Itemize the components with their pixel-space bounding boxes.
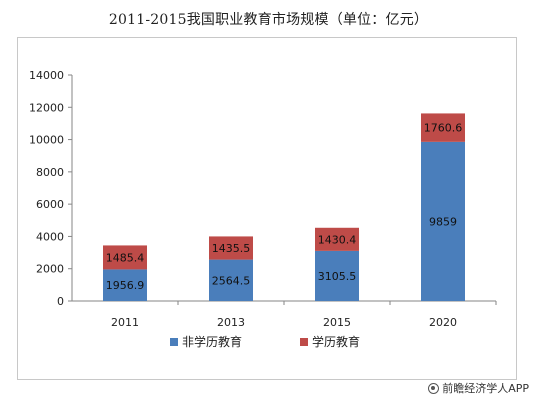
bar-segment — [209, 259, 253, 301]
chart-area — [17, 37, 517, 380]
bar-segment — [103, 269, 147, 301]
x-tick-label: 2020 — [429, 316, 457, 329]
data-label: 9859 — [429, 215, 457, 228]
y-tick-label: 12000 — [29, 101, 64, 114]
legend-swatch — [170, 338, 178, 346]
y-tick-label: 8000 — [36, 166, 64, 179]
bar-segment — [315, 250, 359, 301]
y-tick-label: 6000 — [36, 198, 64, 211]
credit-text: 前瞻经济学人APP — [442, 382, 529, 395]
y-tick-label: 2000 — [36, 263, 64, 276]
legend-label: 非学历教育 — [182, 334, 242, 349]
x-tick-label: 2015 — [323, 316, 351, 329]
data-label: 3105.5 — [318, 270, 357, 283]
data-label: 1956.9 — [106, 279, 145, 292]
data-label: 1435.5 — [212, 242, 251, 255]
x-tick-label: 2011 — [111, 316, 139, 329]
x-tick-label: 2013 — [217, 316, 245, 329]
bar-segment — [421, 113, 465, 142]
y-tick-label: 10000 — [29, 134, 64, 147]
data-label: 1760.6 — [424, 122, 463, 135]
data-label: 1430.4 — [318, 233, 357, 246]
chart-title: 2011-2015我国职业教育市场规模（单位：亿元） — [108, 12, 429, 28]
brand-logo-icon — [428, 382, 440, 394]
data-label: 2564.5 — [212, 274, 251, 287]
y-tick-label: 4000 — [36, 230, 64, 243]
bar-segment — [315, 227, 359, 251]
legend-label: 学历教育 — [312, 334, 360, 349]
y-tick-label: 14000 — [29, 69, 64, 82]
bar-segment — [421, 141, 465, 301]
data-label: 1485.4 — [106, 251, 145, 264]
y-tick-label: 0 — [57, 295, 64, 308]
source-credit: 前瞻经济学人APP — [428, 380, 529, 396]
bar-segment — [209, 236, 253, 260]
legend-swatch — [300, 338, 308, 346]
bar-segment — [103, 245, 147, 270]
